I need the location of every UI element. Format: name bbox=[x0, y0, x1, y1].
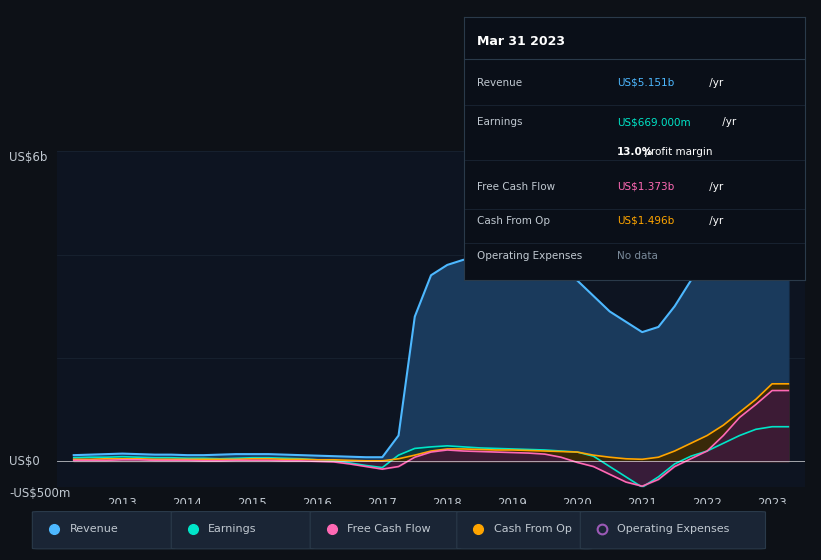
Text: /yr: /yr bbox=[706, 181, 723, 192]
Text: Operating Expenses: Operating Expenses bbox=[617, 524, 730, 534]
Text: Earnings: Earnings bbox=[209, 524, 257, 534]
Text: Revenue: Revenue bbox=[70, 524, 118, 534]
Text: Mar 31 2023: Mar 31 2023 bbox=[478, 35, 566, 48]
Text: US$1.496b: US$1.496b bbox=[617, 216, 674, 226]
Text: -US$500m: -US$500m bbox=[9, 487, 71, 500]
Text: /yr: /yr bbox=[719, 117, 736, 127]
Text: US$6b: US$6b bbox=[9, 151, 48, 164]
Text: Earnings: Earnings bbox=[478, 117, 523, 127]
Text: /yr: /yr bbox=[706, 216, 723, 226]
Text: No data: No data bbox=[617, 251, 658, 262]
Text: Revenue: Revenue bbox=[478, 78, 523, 87]
FancyBboxPatch shape bbox=[456, 512, 592, 549]
Text: 13.0%: 13.0% bbox=[617, 147, 654, 157]
Text: Free Cash Flow: Free Cash Flow bbox=[347, 524, 431, 534]
Text: Operating Expenses: Operating Expenses bbox=[478, 251, 583, 262]
FancyBboxPatch shape bbox=[172, 512, 314, 549]
Text: US$5.151b: US$5.151b bbox=[617, 78, 674, 87]
FancyBboxPatch shape bbox=[32, 512, 175, 549]
FancyBboxPatch shape bbox=[580, 512, 765, 549]
Text: Cash From Op: Cash From Op bbox=[494, 524, 571, 534]
Text: US$1.373b: US$1.373b bbox=[617, 181, 674, 192]
FancyBboxPatch shape bbox=[310, 512, 461, 549]
Text: /yr: /yr bbox=[706, 78, 723, 87]
Text: US$0: US$0 bbox=[9, 455, 39, 468]
Text: profit margin: profit margin bbox=[641, 147, 713, 157]
Text: Cash From Op: Cash From Op bbox=[478, 216, 551, 226]
Text: US$669.000m: US$669.000m bbox=[617, 117, 690, 127]
Text: Free Cash Flow: Free Cash Flow bbox=[478, 181, 556, 192]
